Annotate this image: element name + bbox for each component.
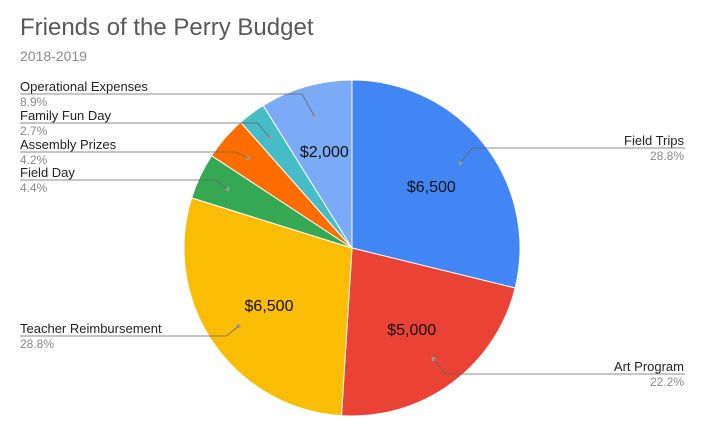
value-label-operational-expenses: $2,000: [300, 144, 349, 161]
pie-slice-teacher-reimbursement: [183, 197, 353, 417]
category-label-teacher-reimbursement: Teacher Reimbursement: [20, 321, 162, 336]
percent-label-family-fun-day: 2.7%: [20, 124, 48, 138]
pie-slices: [183, 79, 521, 417]
percent-label-field-day: 4.4%: [20, 181, 48, 195]
value-label-art-program: $5,000: [387, 322, 436, 339]
percent-label-art-program: 22.2%: [650, 375, 684, 389]
chart-subtitle: 2018-2019: [20, 48, 87, 64]
category-label-family-fun-day: Family Fun Day: [20, 108, 112, 123]
leader-line-family-fun-day: [20, 122, 270, 138]
category-label-field-day: Field Day: [20, 165, 75, 180]
percent-label-teacher-reimbursement: 28.8%: [20, 337, 54, 351]
pie-slice-field-trips: [351, 79, 521, 289]
percent-label-operational-expenses: 8.9%: [20, 95, 48, 109]
category-label-assembly-prizes: Assembly Prizes: [20, 137, 117, 152]
leader-line-teacher-reimbursement: [20, 325, 239, 337]
leader-line-field-day: [20, 179, 228, 190]
percent-label-field-trips: 28.8%: [650, 149, 684, 163]
category-label-field-trips: Field Trips: [624, 133, 684, 148]
leader-line-assembly-prizes: [20, 151, 249, 159]
leader-line-field-trips: [460, 147, 685, 164]
leader-line-operational-expenses: [20, 93, 315, 116]
leader-line-art-program: [433, 358, 685, 375]
chart-title: Friends of the Perry Budget: [20, 14, 314, 41]
pie-slice-art-program: [340, 247, 516, 417]
category-label-art-program: Art Program: [614, 359, 684, 374]
category-label-operational-expenses: Operational Expenses: [20, 79, 148, 94]
value-label-teacher-reimbursement: $6,500: [245, 298, 294, 315]
pie-slice-operational-expenses: [262, 79, 353, 250]
value-label-field-trips: $6,500: [407, 179, 456, 196]
percent-label-assembly-prizes: 4.2%: [20, 153, 48, 167]
